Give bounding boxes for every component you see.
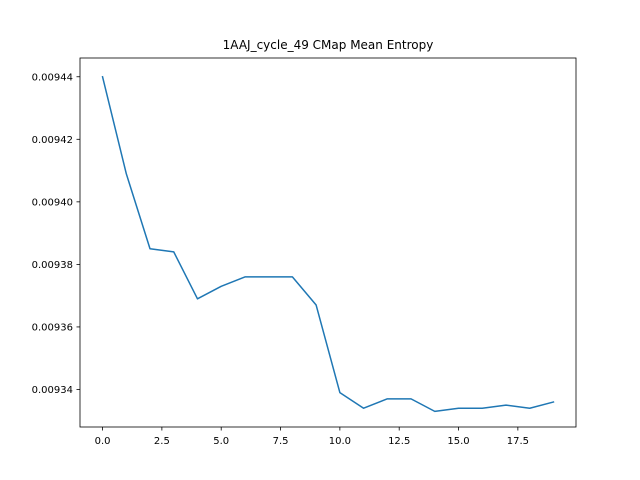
x-tick-label: 7.5 — [273, 436, 289, 447]
x-tick-label: 5.0 — [213, 436, 229, 447]
y-tick-label: 0.00934 — [32, 385, 73, 396]
x-tick-label: 17.5 — [507, 436, 529, 447]
y-tick-label: 0.00938 — [32, 260, 73, 271]
plot-area: 0.0 2.5 5.0 7.5 10.0 12.5 15.0 17.5 0.00934 0.009… — [32, 57, 577, 447]
axes-frame — [79, 57, 577, 428]
chart-title: 1AAJ_cycle_49 CMap Mean Entropy — [223, 38, 434, 52]
x-tick-label: 0.0 — [95, 436, 111, 447]
y-tick-label: 0.00936 — [32, 323, 73, 334]
x-tick-label: 15.0 — [447, 436, 469, 447]
x-tick-label: 10.0 — [329, 436, 351, 447]
series-line-0 — [101, 75, 555, 413]
x-tick-label: 12.5 — [388, 436, 410, 447]
y-tick-label: 0.00940 — [32, 197, 73, 208]
x-tick-label: 2.5 — [154, 436, 170, 447]
y-tick-label: 0.00944 — [32, 72, 73, 83]
y-tick-label: 0.00942 — [32, 135, 73, 146]
